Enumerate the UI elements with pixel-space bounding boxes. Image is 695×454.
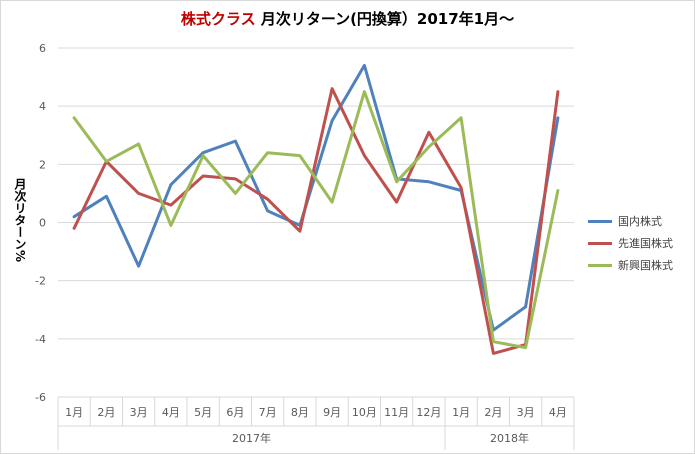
x-tick-label-3: 4月 <box>162 406 180 419</box>
y-tick-label-6: 6 <box>39 42 46 55</box>
y-tick-label-1: -4 <box>35 333 46 346</box>
y-axis-label: 月次リターン% <box>13 178 27 263</box>
x-tick-label-11: 12月 <box>416 406 441 419</box>
legend-item-series-2: 新興国株式 <box>588 254 673 276</box>
x-tick-label-7: 8月 <box>291 406 309 419</box>
x-tick-label-5: 6月 <box>226 406 244 419</box>
x-tick-label-6: 7月 <box>259 406 277 419</box>
x-tick-label-0: 1月 <box>65 406 83 419</box>
x-tick-label-10: 11月 <box>384 406 409 419</box>
legend-label-series-0: 国内株式 <box>618 215 662 228</box>
x-tick-label-14: 3月 <box>517 406 535 419</box>
legend-swatch-series-2 <box>588 263 612 267</box>
legend-label-series-2: 新興国株式 <box>618 259 673 272</box>
legend-swatch-series-1 <box>588 241 612 245</box>
x-tick-label-4: 5月 <box>194 406 212 419</box>
x-group-label-1: 2018年 <box>490 431 529 445</box>
x-tick-label-8: 9月 <box>323 406 341 419</box>
legend-item-series-0: 国内株式 <box>588 210 673 232</box>
y-tick-label-5: 4 <box>39 100 46 113</box>
chart-title: 株式クラス 月次リターン(円換算）2017年1月～ <box>0 8 695 29</box>
x-tick-label-12: 1月 <box>452 406 470 419</box>
y-tick-label-0: -6 <box>35 391 46 404</box>
legend-swatch-series-0 <box>588 219 612 223</box>
y-tick-label-4: 2 <box>39 158 46 171</box>
series-line-0 <box>72 63 560 332</box>
x-tick-label-2: 3月 <box>130 406 148 419</box>
x-tick-label-15: 4月 <box>549 406 567 419</box>
series-line-1 <box>72 87 560 355</box>
x-group-label-0: 2017年 <box>232 431 271 445</box>
series-line-2 <box>72 90 560 350</box>
x-tick-label-13: 2月 <box>484 406 502 419</box>
legend-item-series-1: 先進国株式 <box>588 232 673 254</box>
x-tick-label-1: 2月 <box>97 406 115 419</box>
y-tick-label-3: 0 <box>39 217 46 230</box>
legend-label-series-1: 先進国株式 <box>618 237 673 250</box>
y-tick-label-2: -2 <box>35 275 46 288</box>
legend: 国内株式 先進国株式 新興国株式 <box>588 210 673 276</box>
x-tick-label-9: 10月 <box>352 406 377 419</box>
chart-title-highlight: 株式クラス <box>180 10 256 28</box>
chart-title-rest: 月次リターン(円換算）2017年1月～ <box>260 10 515 28</box>
